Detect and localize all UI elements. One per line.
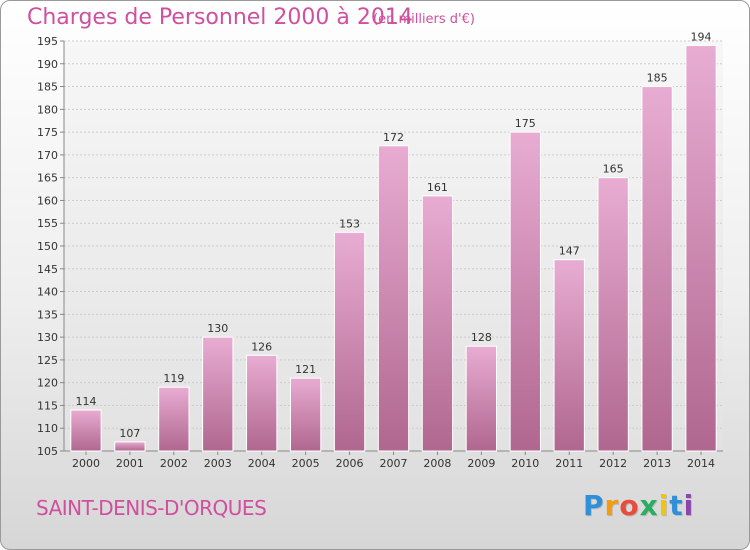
- x-tick-label: 2011: [555, 457, 583, 470]
- bar-2009: [465, 345, 498, 452]
- logo-letter: P: [583, 489, 605, 522]
- y-tick-label: 125: [37, 354, 58, 367]
- bar-value-label: 147: [559, 245, 580, 258]
- x-tick-label: 2009: [467, 457, 495, 470]
- y-tick-label: 195: [37, 35, 58, 48]
- bar-value-label: 194: [691, 31, 712, 44]
- y-tick-label: 135: [37, 308, 58, 321]
- logo-letter: t: [669, 489, 684, 522]
- bar-2003: [202, 336, 234, 452]
- y-tick-label: 190: [37, 58, 58, 71]
- bar-value-label: 121: [295, 363, 316, 376]
- bar-value-label: 114: [75, 395, 96, 408]
- chart-title: Charges de Personnel 2000 à 2014: [27, 5, 413, 30]
- x-tick-label: 2012: [599, 457, 627, 470]
- y-tick-label: 175: [37, 126, 58, 139]
- y-tick-label: 115: [37, 399, 58, 412]
- bar-value-label: 126: [251, 340, 272, 353]
- y-axis: 105 110 115 120 125 130 135 140 145 150 155 160 165 1…: [37, 35, 65, 458]
- x-tick-label: 2003: [204, 457, 232, 470]
- logo-letter: i: [683, 489, 695, 522]
- x-axis: 2000 2001 2002 2003 2004 2005 2006 2007 2008 2009…: [64, 450, 723, 470]
- bar-value-label: 130: [207, 322, 228, 335]
- x-tick-label: 2000: [72, 457, 100, 470]
- logo-letter: i: [658, 489, 670, 522]
- x-tick-label: 2008: [423, 457, 451, 470]
- x-tick-label: 2007: [380, 457, 408, 470]
- logo-letter: r: [604, 489, 620, 522]
- bar-2001: [114, 441, 146, 452]
- commune-name: SAINT-DENIS-D'ORQUES: [36, 496, 267, 520]
- bar-2010: [509, 131, 541, 452]
- x-tick-label: 2010: [511, 457, 539, 470]
- bar-2005: [289, 377, 322, 452]
- bar-value-label: 165: [603, 163, 624, 176]
- logo-letter: o: [619, 489, 640, 522]
- bar-2014: [685, 45, 717, 452]
- bar-value-label: 119: [163, 372, 184, 385]
- y-tick-label: 180: [37, 103, 58, 116]
- bar-2002: [158, 386, 190, 452]
- x-tick-label: 2014: [687, 457, 715, 470]
- bar-value-label: 107: [119, 427, 140, 440]
- x-tick-label: 2005: [292, 457, 320, 470]
- y-tick-label: 160: [37, 194, 58, 207]
- y-tick-label: 110: [37, 422, 58, 435]
- y-tick-label: 105: [37, 445, 58, 458]
- bar-2007: [377, 145, 410, 452]
- y-tick-label: 130: [37, 331, 58, 344]
- y-tick-label: 140: [37, 286, 58, 299]
- proxiti-logo: Proxiti: [583, 489, 694, 522]
- y-tick-label: 165: [37, 172, 58, 185]
- y-tick-label: 155: [37, 217, 58, 230]
- bar-value-label: 175: [515, 117, 536, 130]
- x-tick-label: 2002: [160, 457, 188, 470]
- y-tick-label: 185: [37, 81, 58, 94]
- y-tick-label: 170: [37, 149, 58, 162]
- bar-2000: [70, 409, 102, 452]
- bar-value-label: 128: [471, 331, 492, 344]
- chart-subtitle: (en milliers d'€): [373, 12, 475, 27]
- x-tick-label: 2013: [643, 457, 671, 470]
- bar-2006: [333, 231, 366, 452]
- x-tick-label: 2004: [248, 457, 276, 470]
- bar-value-label: 161: [427, 181, 448, 194]
- bar-2012: [597, 177, 629, 452]
- bar-2011: [553, 259, 585, 452]
- bar-2008: [421, 195, 454, 452]
- y-tick-label: 145: [37, 263, 58, 276]
- x-tick-label: 2001: [116, 457, 144, 470]
- x-tick-label: 2006: [336, 457, 364, 470]
- logo-letter: x: [639, 489, 659, 522]
- y-tick-label: 120: [37, 377, 58, 390]
- bars: 114 107 119 130 126 121 153 172 161 128 175 147 165 1…: [70, 31, 717, 452]
- bar-2004: [246, 354, 278, 452]
- bar-value-label: 153: [339, 217, 360, 230]
- bar-value-label: 185: [647, 72, 668, 85]
- y-tick-label: 150: [37, 240, 58, 253]
- bar-2013: [641, 86, 673, 452]
- bar-value-label: 172: [383, 131, 404, 144]
